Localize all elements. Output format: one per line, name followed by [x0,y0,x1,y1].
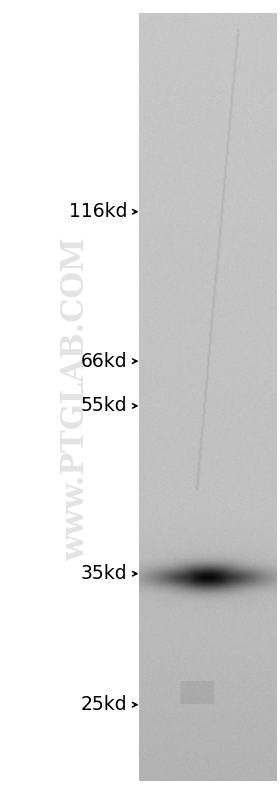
Text: 25kd: 25kd [81,695,127,714]
Text: 116kd: 116kd [69,202,127,221]
Text: 35kd: 35kd [81,564,127,583]
Text: www.PTGLAB.COM: www.PTGLAB.COM [61,237,92,562]
Text: 55kd: 55kd [81,396,127,415]
Text: 66kd: 66kd [81,352,127,371]
